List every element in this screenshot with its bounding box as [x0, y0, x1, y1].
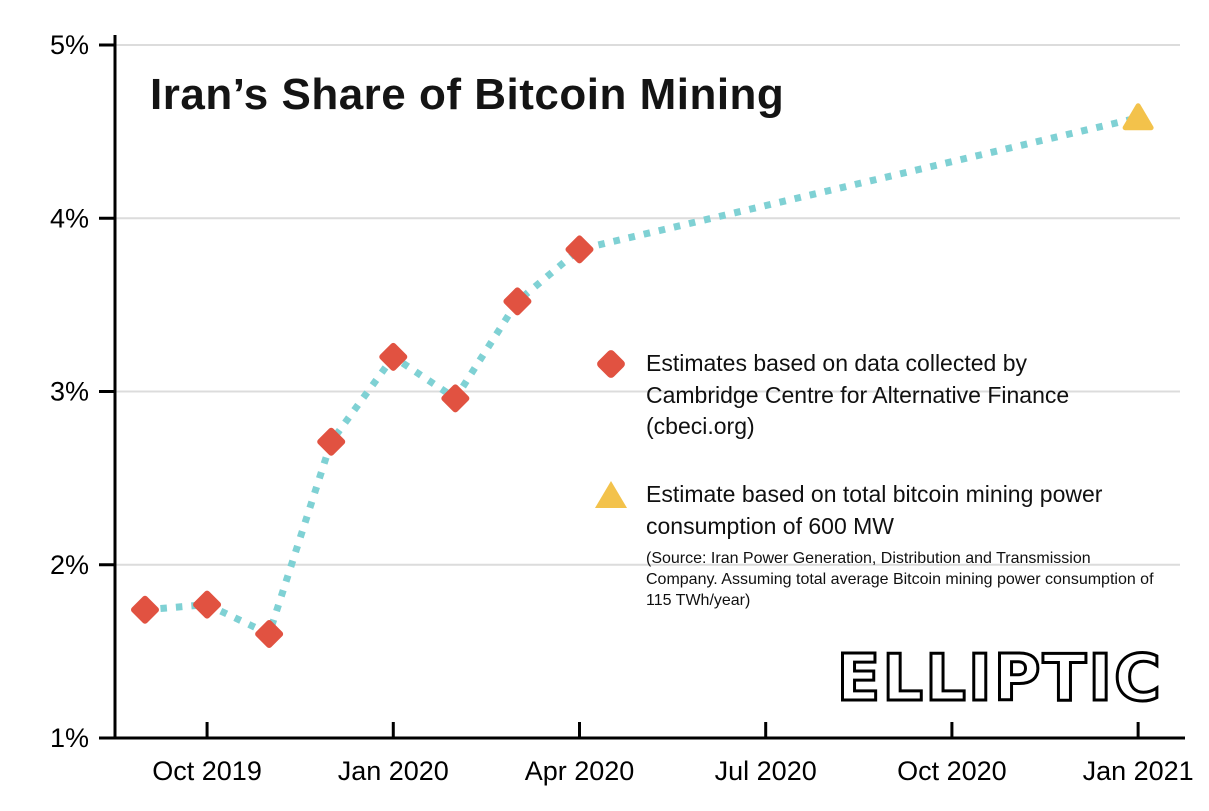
- legend-icon-box: [592, 479, 630, 509]
- legend-label-600mw-text: Estimate based on total bitcoin mining p…: [646, 481, 1103, 539]
- legend-label-cambridge: Estimates based on data collected by Cam…: [646, 350, 1070, 440]
- chart-title: Iran’s Share of Bitcoin Mining: [150, 70, 785, 119]
- y-tick-label: 2%: [50, 550, 89, 580]
- y-tick-label: 4%: [50, 203, 89, 233]
- x-tick-label: Jul 2020: [715, 756, 817, 786]
- x-tick-label: Oct 2020: [897, 756, 1007, 786]
- diamond-marker: [565, 235, 594, 264]
- diamond-marker: [503, 287, 532, 316]
- diamond-marker-icon: [595, 348, 627, 380]
- legend-source-note: (Source: Iran Power Generation, Distribu…: [646, 549, 1154, 610]
- legend-item-cambridge: Estimates based on data collected by Cam…: [592, 348, 1186, 443]
- legend-label-600mw: Estimate based on total bitcoin mining p…: [646, 479, 1186, 611]
- elliptic-logo: ELLIPTIC: [835, 641, 1163, 718]
- diamond-marker: [131, 595, 159, 624]
- y-tick-label: 1%: [50, 723, 89, 753]
- triangle-marker: [1122, 103, 1154, 131]
- diamond-marker: [317, 427, 346, 456]
- diamond-marker: [193, 590, 222, 619]
- triangle-marker-icon: [595, 481, 627, 509]
- x-tick-label: Apr 2020: [525, 756, 635, 786]
- y-tick-label: 5%: [50, 30, 89, 60]
- diamond-marker: [255, 620, 284, 649]
- chart-legend: Estimates based on data collected by Cam…: [592, 348, 1186, 647]
- y-tick-label: 3%: [50, 377, 89, 407]
- diamond-marker: [379, 342, 408, 371]
- diamond-marker: [441, 384, 470, 413]
- x-tick-label: Jan 2020: [338, 756, 449, 786]
- legend-icon-box: [592, 348, 630, 380]
- x-tick-label: Jan 2021: [1083, 756, 1194, 786]
- legend-item-600mw: Estimate based on total bitcoin mining p…: [592, 479, 1186, 611]
- x-tick-label: Oct 2019: [152, 756, 262, 786]
